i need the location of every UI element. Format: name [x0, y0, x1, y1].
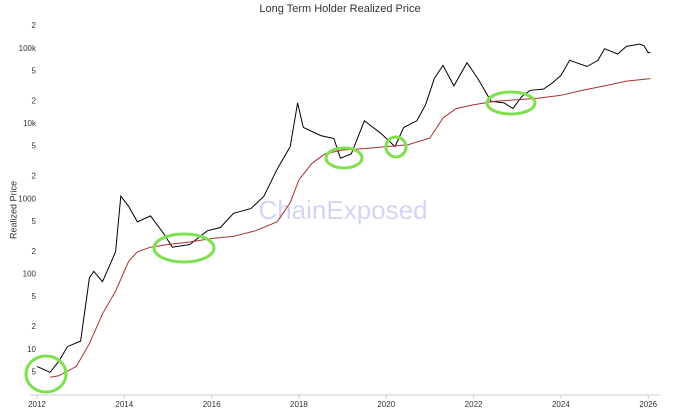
highlight-ring [152, 232, 216, 264]
chart-title: Long Term Holder Realized Price [259, 3, 420, 15]
highlight-ring [324, 146, 364, 170]
y-tick-label: 2 [32, 247, 37, 256]
y-tick-label: 10k [23, 119, 37, 128]
y-tick-label: 5 [32, 142, 37, 151]
watermark: ChainExposed [258, 195, 427, 225]
highlight-ring [485, 90, 537, 116]
series-line [36, 43, 651, 373]
x-tick-label: 2018 [290, 400, 308, 409]
y-tick-label: 100 [23, 270, 37, 279]
x-tick-label: 2020 [377, 400, 395, 409]
y-tick-label: 100k [19, 44, 37, 53]
y-axis-label: Realized Price [8, 181, 18, 239]
y-tick-label: 5 [32, 367, 37, 376]
y-tick-label: 2 [32, 322, 37, 331]
y-tick-label: 5 [32, 217, 37, 226]
plot-area: 5 10 2 5 100 2 5 1000 2 5 10k 2 5 100k 2 2012 2014 2016 20… [18, 21, 660, 409]
y-tick-label: 5 [32, 66, 37, 75]
x-tick-label: 2016 [203, 400, 221, 409]
y-tick-label: 5 [32, 292, 37, 301]
y-tick-label: 2 [32, 21, 37, 30]
y-tick-label: 2 [32, 96, 37, 105]
y-tick-label: 10 [27, 345, 36, 354]
x-tick-label: 2014 [115, 400, 133, 409]
highlights [24, 90, 537, 394]
x-tick-label: 2012 [28, 400, 46, 409]
x-tick-label: 2024 [552, 400, 570, 409]
y-tick-label: 1000 [18, 194, 36, 203]
x-tick-label: 2026 [639, 400, 657, 409]
y-tick-label: 2 [32, 172, 37, 181]
highlight-ring [24, 354, 68, 394]
x-tick-label: 2022 [465, 400, 483, 409]
series-line [50, 78, 651, 378]
highlight-ring [384, 135, 408, 159]
